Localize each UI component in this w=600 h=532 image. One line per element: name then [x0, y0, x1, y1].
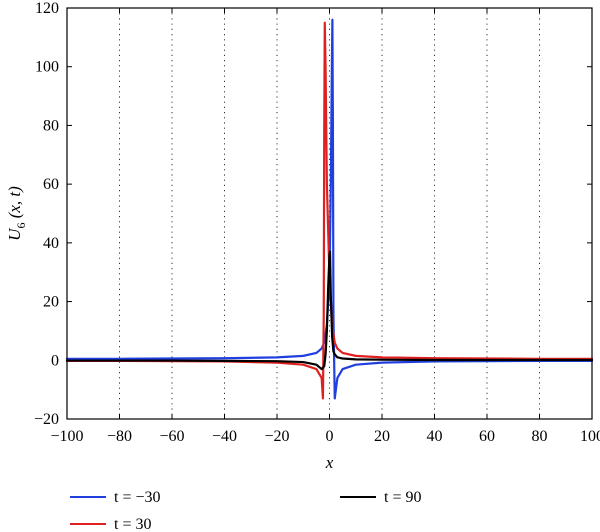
series-line-1 — [65, 21, 594, 400]
y-tick-label: 80 — [43, 117, 59, 134]
x-tick-label: 40 — [427, 428, 443, 445]
y-tick-label: 120 — [35, 0, 59, 17]
y-tick-label: 100 — [35, 59, 59, 76]
y-tick-label: 20 — [43, 294, 59, 311]
x-tick-label: 0 — [326, 428, 334, 445]
series-line-2 — [65, 250, 594, 371]
y-tick-label: −20 — [34, 411, 59, 428]
legend: t = −30 t = 30 t = 90 — [70, 489, 421, 532]
x-tick-label: −20 — [264, 428, 289, 445]
y-tick-label: 60 — [43, 176, 59, 193]
x-tick-label: −60 — [159, 428, 184, 445]
y-axis-title-main: U — [5, 227, 24, 241]
legend-label-1: t = 30 — [114, 516, 151, 532]
y-tick-label: 40 — [43, 235, 59, 252]
x-tick-label: −40 — [212, 428, 237, 445]
x-tick-label: 20 — [374, 428, 390, 445]
y-tick-label: 0 — [51, 352, 59, 369]
x-tick-label: 100 — [580, 428, 600, 445]
y-axis-title: U6 (x, t) — [5, 186, 28, 241]
y-axis-title-sub: 6 — [14, 223, 28, 229]
series-line-0 — [65, 18, 594, 400]
y-axis-title-rest: (x, t) — [5, 186, 24, 223]
series-lines — [65, 18, 594, 400]
tick-labels: −100 −80 −60 −40 −20 0 20 40 60 80 100 −20 0 20 40 60 80… — [34, 0, 600, 445]
legend-label-0: t = −30 — [114, 489, 161, 506]
x-tick-label: −100 — [50, 428, 83, 445]
x-tick-label: 60 — [479, 428, 495, 445]
x-tick-label: −80 — [107, 428, 132, 445]
x-tick-label: 80 — [532, 428, 548, 445]
ticks — [66, 7, 593, 420]
legend-label-2: t = 90 — [384, 489, 421, 506]
x-axis-title: x — [325, 453, 334, 472]
grid-lines — [119, 8, 540, 419]
